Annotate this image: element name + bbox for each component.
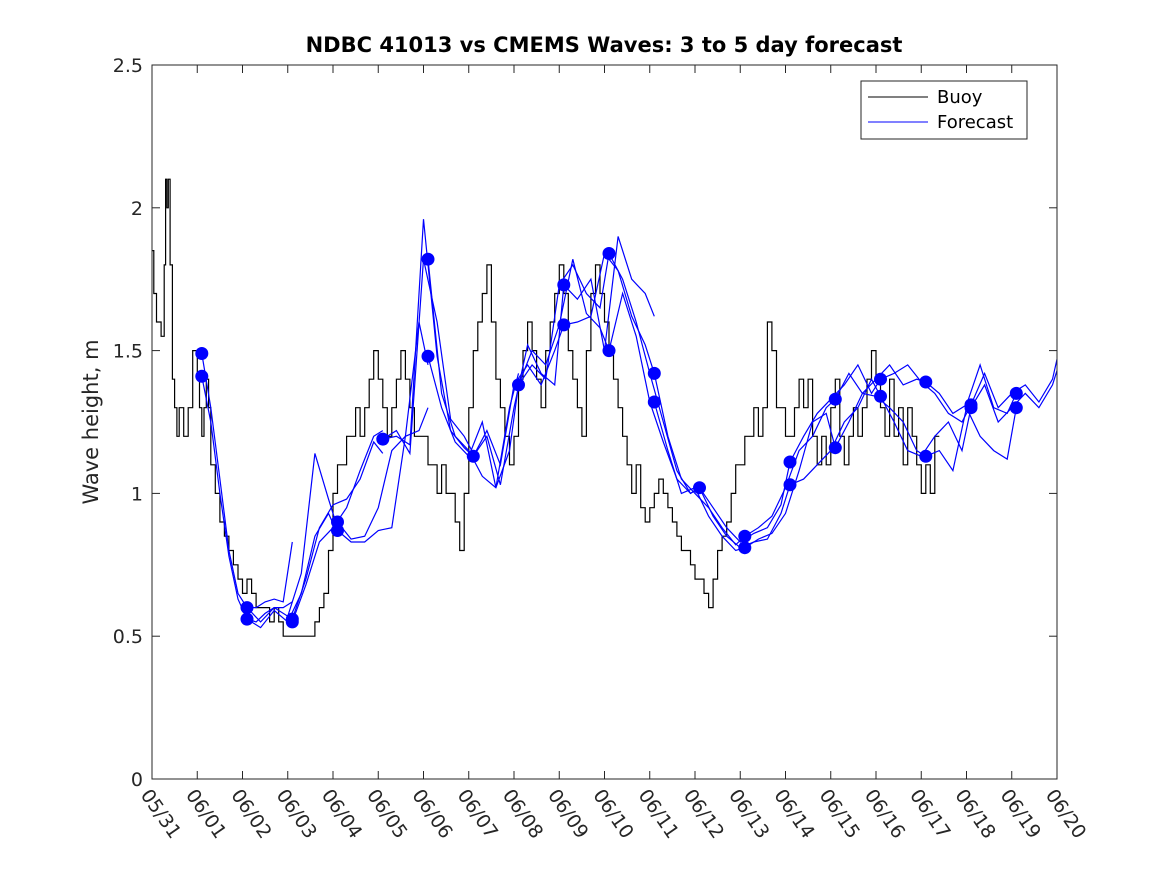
forecast-line-32 [879,396,972,458]
forecast-marker [828,441,842,455]
legend: Buoy Forecast [860,80,1028,140]
forecast-line-10 [382,259,474,456]
forecast-marker [919,449,933,463]
forecast-marker [602,344,616,358]
forecast-line-11 [427,259,520,489]
y-tick-label: 2.5 [113,55,143,77]
forecast-marker [783,478,797,492]
series-layer [152,178,1058,637]
forecast-marker [1009,386,1023,400]
forecast-marker [828,392,842,406]
y-tick-label: 2 [131,198,143,220]
forecast-marker [376,432,390,446]
forecast-line-14 [472,324,565,468]
forecast-line-27 [789,363,882,463]
forecast-marker [195,347,209,360]
forecast-line-13 [472,284,565,485]
forecast-line-16 [518,253,610,386]
forecast-marker [919,375,933,389]
forecast-marker [647,366,661,380]
forecast-marker [421,252,435,266]
forecast-marker [557,318,571,332]
y-tick-label: 1 [131,483,143,505]
forecast-marker [285,615,299,629]
forecast-line-5 [291,440,384,620]
forecast-marker [512,378,525,392]
forecast-line-28 [789,377,882,486]
forecast-line-22 [653,401,745,552]
forecast-marker [240,612,254,626]
forecast-marker [693,481,706,495]
forecast-marker [964,401,978,415]
y-tick-label: 0 [131,769,143,791]
forecast-marker [738,529,752,543]
forecast-marker [602,247,616,260]
forecast-marker [240,601,254,615]
forecast-line-12 [427,356,520,488]
forecast-line-15 [517,259,610,386]
legend-buoy-label: Buoy [937,87,983,108]
plot-background [152,65,1057,779]
forecast-marker [421,349,435,363]
forecast-marker [331,524,344,537]
forecast-marker [874,372,887,386]
markers-layer [195,247,1023,629]
forecast-line-17 [563,236,655,351]
forecast-marker [738,541,752,555]
forecast-marker [1009,401,1023,415]
forecast-line-25 [744,398,836,537]
forecast-line-34 [925,405,1017,473]
y-axis-label: Wave height, m [79,339,103,504]
forecast-marker [557,278,571,292]
forecast-marker [783,455,797,469]
forecast-line-18 [563,252,655,374]
forecast-marker [874,389,887,403]
forecast-line-3 [246,453,339,623]
forecast-line-7 [337,407,429,540]
forecast-marker [466,449,480,463]
forecast-line-33 [925,362,1017,415]
forecast-line-26 [744,412,836,549]
forecast-line-29 [834,363,926,400]
legend-forecast-label: Forecast [937,112,1013,133]
plot-area [152,65,1057,779]
forecast-marker [647,395,661,409]
forecast-marker [195,369,209,383]
y-tick-label: 1.5 [113,341,143,363]
forecast-line-36 [970,370,1058,424]
chart-title: NDBC 41013 vs CMEMS Waves: 3 to 5 day fo… [306,33,903,57]
y-tick-label: 0.5 [113,626,143,648]
legend-box [860,80,1028,140]
